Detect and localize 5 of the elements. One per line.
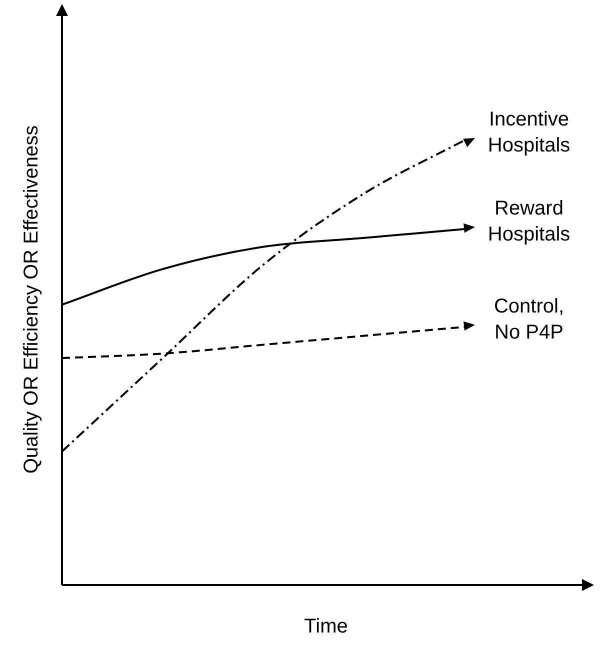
x-axis-title: Time: [304, 616, 348, 638]
series-label: Control, No P4P: [494, 295, 564, 344]
y-axis-title: Quality OR Efficiency OR Effectiveness: [20, 125, 43, 474]
series-label: Incentive Hospitals: [488, 108, 570, 157]
series-label: Reward Hospitals: [488, 198, 570, 246]
